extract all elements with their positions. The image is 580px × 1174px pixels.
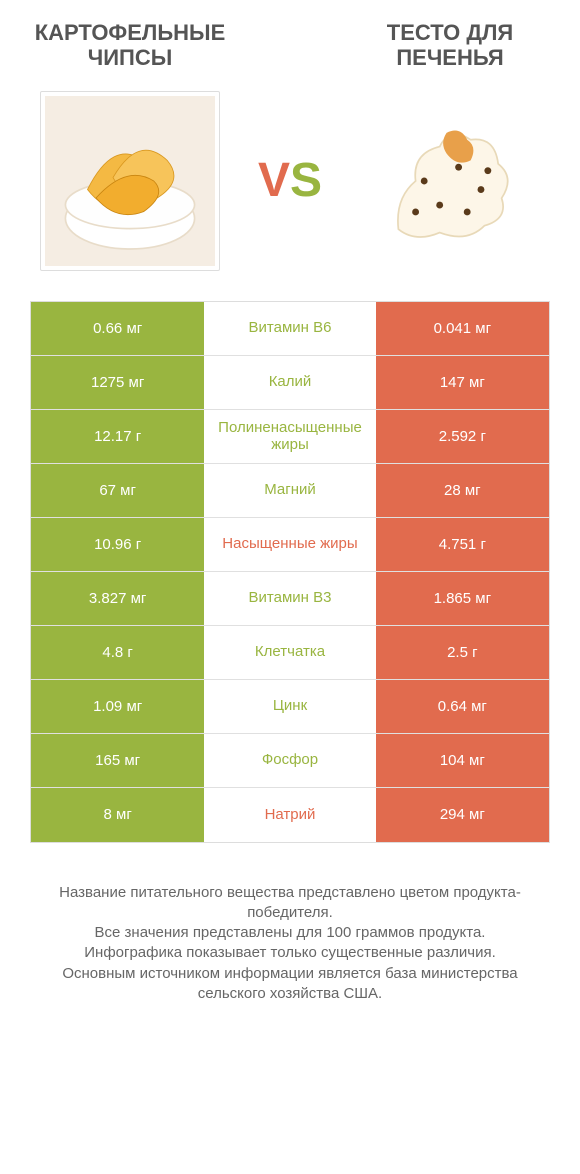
cell-right-value: 147 мг: [376, 356, 549, 409]
cell-nutrient-name: Фосфор: [204, 734, 375, 787]
table-row: 1275 мгКалий147 мг: [31, 356, 549, 410]
cell-right-value: 28 мг: [376, 464, 549, 517]
cell-nutrient-name: Клетчатка: [204, 626, 375, 679]
cell-left-value: 1.09 мг: [31, 680, 204, 733]
vs-letter-s: S: [290, 154, 322, 207]
title-left: КАРТОФЕЛЬНЫЕ ЧИПСЫ: [30, 20, 230, 71]
cell-left-value: 67 мг: [31, 464, 204, 517]
nutrient-table: 0.66 мгВитамин B60.041 мг1275 мгКалий147…: [30, 301, 550, 843]
chips-icon: [45, 96, 215, 266]
cell-left-value: 165 мг: [31, 734, 204, 787]
title-right: ТЕСТО ДЛЯ ПЕЧЕНЬЯ: [350, 20, 550, 71]
cell-left-value: 0.66 мг: [31, 302, 204, 355]
infographic-container: КАРТОФЕЛЬНЫЕ ЧИПСЫ ТЕСТО ДЛЯ ПЕЧЕНЬЯ VS: [0, 0, 580, 1034]
table-row: 8 мгНатрий294 мг: [31, 788, 549, 842]
table-row: 3.827 мгВитамин B31.865 мг: [31, 572, 549, 626]
vs-label: VS: [258, 153, 322, 208]
cell-left-value: 8 мг: [31, 788, 204, 842]
cell-right-value: 1.865 мг: [376, 572, 549, 625]
cell-nutrient-name: Витамин B3: [204, 572, 375, 625]
cell-right-value: 0.041 мг: [376, 302, 549, 355]
footer-line-3: Инфографика показывает только существенн…: [30, 943, 550, 963]
titles-row: КАРТОФЕЛЬНЫЕ ЧИПСЫ ТЕСТО ДЛЯ ПЕЧЕНЬЯ: [0, 0, 580, 81]
cell-nutrient-name: Насыщенные жиры: [204, 518, 375, 571]
table-row: 0.66 мгВитамин B60.041 мг: [31, 302, 549, 356]
cell-nutrient-name: Калий: [204, 356, 375, 409]
food-image-right: [360, 91, 540, 271]
cell-nutrient-name: Магний: [204, 464, 375, 517]
icecream-icon: [364, 95, 536, 267]
cell-left-value: 10.96 г: [31, 518, 204, 571]
cell-left-value: 3.827 мг: [31, 572, 204, 625]
cell-right-value: 294 мг: [376, 788, 549, 842]
cell-nutrient-name: Натрий: [204, 788, 375, 842]
table-row: 67 мгМагний28 мг: [31, 464, 549, 518]
footer-line-1: Название питательного вещества представл…: [30, 883, 550, 924]
table-row: 4.8 гКлетчатка2.5 г: [31, 626, 549, 680]
cell-right-value: 104 мг: [376, 734, 549, 787]
footer-line-4: Основным источником информации является …: [30, 964, 550, 1005]
cell-left-value: 1275 мг: [31, 356, 204, 409]
table-row: 165 мгФосфор104 мг: [31, 734, 549, 788]
cell-nutrient-name: Полиненасыщенные жиры: [204, 410, 375, 463]
cell-left-value: 4.8 г: [31, 626, 204, 679]
table-row: 10.96 гНасыщенные жиры4.751 г: [31, 518, 549, 572]
footer-notes: Название питательного вещества представл…: [0, 843, 580, 1035]
cell-right-value: 2.5 г: [376, 626, 549, 679]
cell-nutrient-name: Цинк: [204, 680, 375, 733]
table-row: 1.09 мгЦинк0.64 мг: [31, 680, 549, 734]
footer-line-2: Все значения представлены для 100 граммо…: [30, 923, 550, 943]
table-row: 12.17 гПолиненасыщенные жиры2.592 г: [31, 410, 549, 464]
cell-right-value: 4.751 г: [376, 518, 549, 571]
images-row: VS: [0, 81, 580, 301]
cell-left-value: 12.17 г: [31, 410, 204, 463]
cell-right-value: 2.592 г: [376, 410, 549, 463]
cell-right-value: 0.64 мг: [376, 680, 549, 733]
cell-nutrient-name: Витамин B6: [204, 302, 375, 355]
vs-letter-v: V: [258, 154, 290, 207]
food-image-left: [40, 91, 220, 271]
